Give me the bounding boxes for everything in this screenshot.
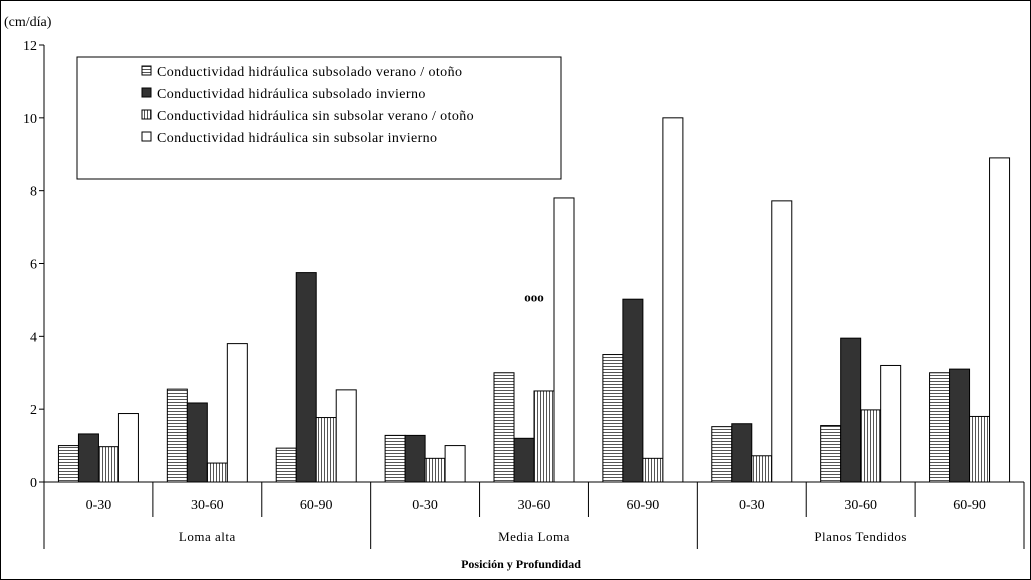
- bar: [820, 425, 842, 483]
- y-tick-label: 10: [23, 112, 37, 127]
- bar: [404, 434, 426, 483]
- x-tick-label: 60-90: [627, 498, 660, 513]
- y-axis: 0 2 4 6 8 10 12: [23, 39, 45, 491]
- legend: Conductividad hidráulica subsolado veran…: [76, 56, 562, 180]
- x-tick-label: 0-30: [739, 498, 765, 513]
- y-tick-label: 2: [30, 403, 37, 418]
- y-tick-label: 4: [30, 330, 37, 345]
- bar: [553, 197, 575, 483]
- bar: [97, 446, 119, 483]
- x-tick-label: 60-90: [300, 498, 333, 513]
- bar: [513, 437, 535, 483]
- bar: [771, 200, 793, 483]
- y-tick-label: 6: [30, 258, 37, 273]
- x-tick-label: 30-60: [191, 498, 224, 513]
- bar: [880, 364, 902, 483]
- bar: [622, 298, 644, 483]
- bar: [533, 390, 555, 483]
- bar: [444, 445, 466, 483]
- bar: [642, 457, 664, 483]
- legend-label: Conductividad hidráulica subsolado veran…: [157, 65, 462, 80]
- bar: [949, 368, 971, 483]
- bar: [989, 157, 1011, 483]
- bar: [275, 447, 297, 483]
- bar: [166, 388, 188, 483]
- x-tick-label: 0-30: [412, 498, 438, 513]
- bar: [860, 409, 882, 483]
- y-tick-label: 8: [30, 185, 37, 200]
- x-tick-label: 0-30: [86, 498, 112, 513]
- bar: [384, 434, 406, 483]
- legend-label: Conductividad hidráulica subsolado invie…: [157, 87, 426, 102]
- x-group-label: Media Loma: [498, 529, 570, 544]
- bar: [602, 354, 624, 483]
- bar: [424, 457, 446, 483]
- x-tick-label: 30-60: [518, 498, 551, 513]
- bar: [662, 117, 684, 483]
- legend-label: Conductividad hidráulica sin subsolar ve…: [157, 109, 474, 124]
- y-tick-label: 12: [23, 39, 37, 54]
- x-axis: 0-30 30-60 60-90 0-30 30-60 60-90 0-30 30-60 60-…: [43, 481, 1025, 549]
- annotation-label: ooo: [524, 290, 544, 305]
- legend-box: [76, 56, 562, 180]
- legend-swatch: [141, 65, 152, 76]
- legend-swatch: [141, 131, 152, 142]
- x-axis-label: Posición y Profundidad: [461, 557, 581, 571]
- bar: [315, 417, 337, 483]
- bar: [206, 462, 228, 483]
- bar: [929, 372, 951, 483]
- bar: [295, 272, 317, 483]
- y-axis-label: (cm/día): [4, 15, 52, 30]
- bar: [57, 445, 79, 483]
- bar: [969, 415, 991, 483]
- y-tick-label: 0: [30, 476, 37, 491]
- x-tick-label: 30-60: [844, 498, 877, 513]
- x-tick-label: 60-90: [953, 498, 986, 513]
- bar: [77, 433, 99, 483]
- legend-swatch: [141, 109, 152, 120]
- bar: [711, 426, 733, 483]
- legend-label: Conductividad hidráulica sin subsolar in…: [157, 131, 437, 146]
- annotations: ooo: [524, 290, 544, 305]
- bar: [493, 372, 515, 483]
- bar: [751, 455, 773, 483]
- bar: [117, 413, 139, 483]
- legend-swatch: [141, 87, 152, 98]
- bar: [186, 402, 208, 483]
- bar: [335, 389, 357, 483]
- x-group-label: Loma alta: [179, 529, 236, 544]
- bar: [840, 337, 862, 483]
- bar: [226, 343, 248, 483]
- bar: [731, 423, 753, 483]
- x-group-label: Planos Tendidos: [814, 529, 907, 544]
